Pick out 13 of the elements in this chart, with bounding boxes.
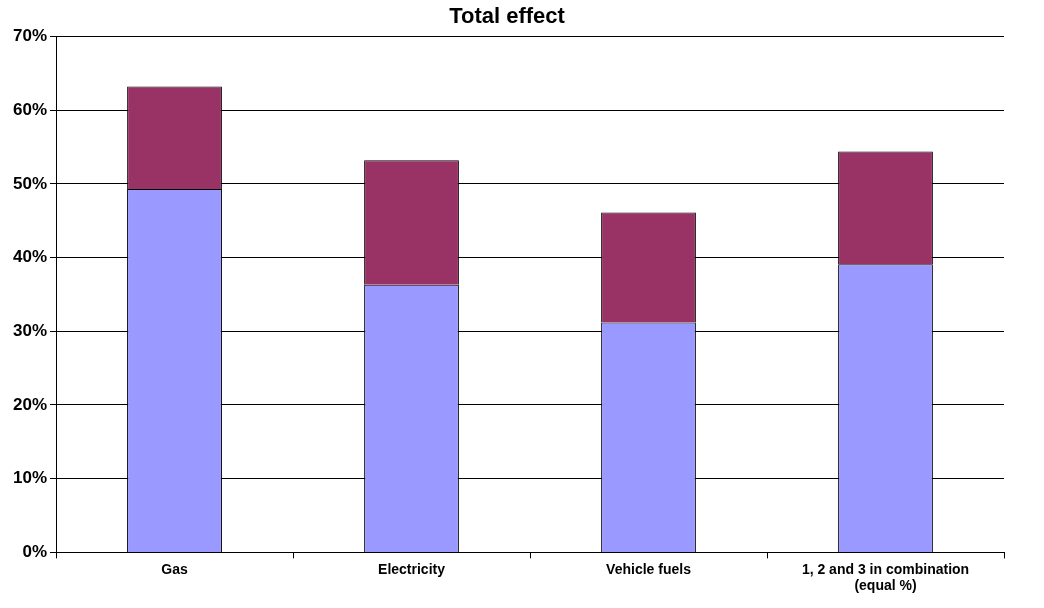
chart-title: Total effect (449, 3, 566, 29)
y-tick-label: 10% (12, 468, 48, 488)
y-tick-label: 20% (12, 394, 48, 414)
y-tick-label: 70% (12, 26, 48, 46)
y-tick-label: 60% (12, 99, 48, 119)
y-tick-label: 40% (12, 247, 48, 267)
x-tick-label: Gas (161, 560, 188, 577)
x-tick-label: 1, 2 and 3 in combination (equal %) (801, 560, 970, 594)
y-tick-label: 0% (22, 542, 48, 562)
y-tick-label: 50% (12, 173, 48, 193)
y-tick-label: 30% (12, 320, 48, 340)
x-tick-label: Electricity (378, 560, 446, 577)
x-tick-label: Vehicle fuels (606, 560, 692, 577)
